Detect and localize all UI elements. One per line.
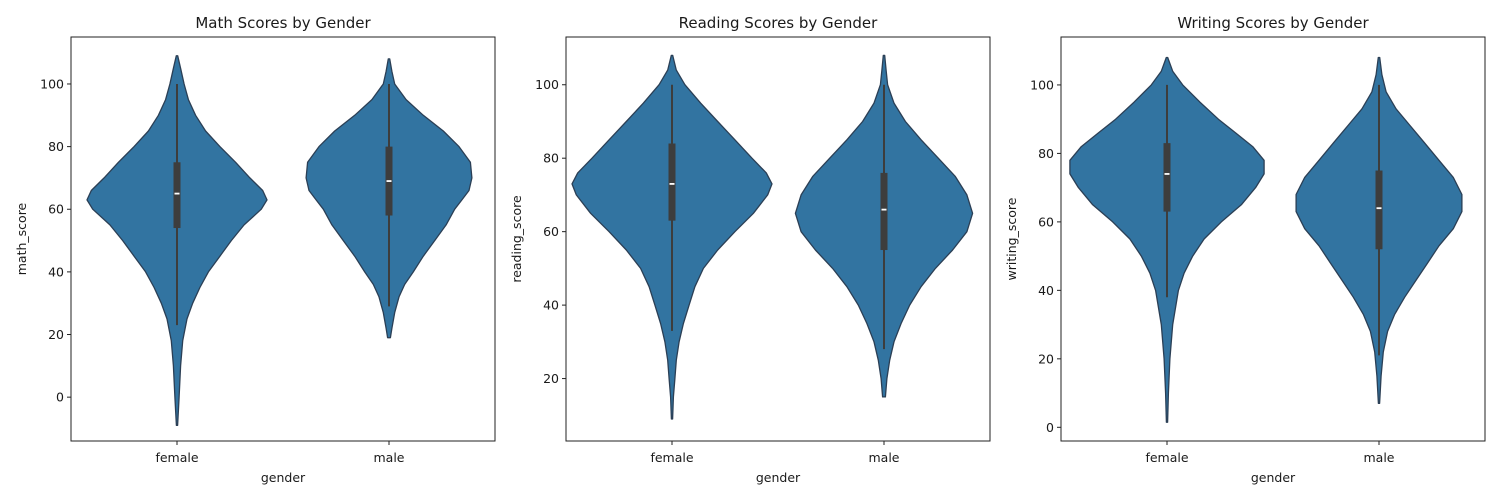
iqr-box-female [173,162,181,229]
y-tick-label: 20 [1038,351,1054,366]
y-axis-label: writing_score [1004,197,1019,280]
chart-title: Reading Scores by Gender [679,14,879,32]
x-axis-label: gender [261,470,306,485]
x-tick-label-male: male [1364,450,1395,465]
y-axis-label: reading_score [509,195,524,283]
chart-title: Math Scores by Gender [195,14,371,32]
iqr-box-female [668,143,676,221]
x-tick-label-male: male [374,450,405,465]
iqr-box-male [880,172,888,251]
y-tick-label: 60 [48,202,64,217]
y-tick-label: 40 [543,298,559,313]
x-tick-label-male: male [869,450,900,465]
y-tick-label: 80 [1038,146,1054,161]
plot-frame [1060,36,1486,442]
y-tick-label: 20 [48,327,64,342]
y-tick-label: 0 [56,390,64,405]
subplot-2: 20 40 60 80 100 female male Reading Scores by G… [509,14,991,485]
chart-title: Writing Scores by Gender [1177,14,1369,32]
iqr-box-female [1163,143,1171,212]
y-tick-label: 40 [1038,283,1054,298]
plot-frame [70,36,496,442]
plot-frame [565,36,991,442]
x-axis-label: gender [756,470,801,485]
y-tick-label: 40 [48,264,64,279]
x-tick-label-female: female [650,450,693,465]
y-tick-label: 60 [543,224,559,239]
y-tick-label: 80 [48,139,64,154]
y-tick-label: 60 [1038,214,1054,229]
y-tick-label: 80 [543,151,559,166]
iqr-box-male [1375,170,1383,250]
y-tick-label: 100 [1030,77,1054,92]
y-tick-label: 0 [1046,420,1054,435]
subplot-1: 0 20 40 60 80 100 female male Math Scores by Gen… [14,14,496,485]
subplot-3: 0 20 40 60 80 100 female male Writing Scores by … [1004,14,1486,485]
y-tick-label: 100 [40,76,64,91]
x-tick-label-female: female [155,450,198,465]
y-axis-label: math_score [14,202,29,275]
y-tick-label: 100 [535,77,559,92]
x-tick-label-female: female [1145,450,1188,465]
y-tick-label: 20 [543,371,559,386]
x-axis-label: gender [1251,470,1296,485]
